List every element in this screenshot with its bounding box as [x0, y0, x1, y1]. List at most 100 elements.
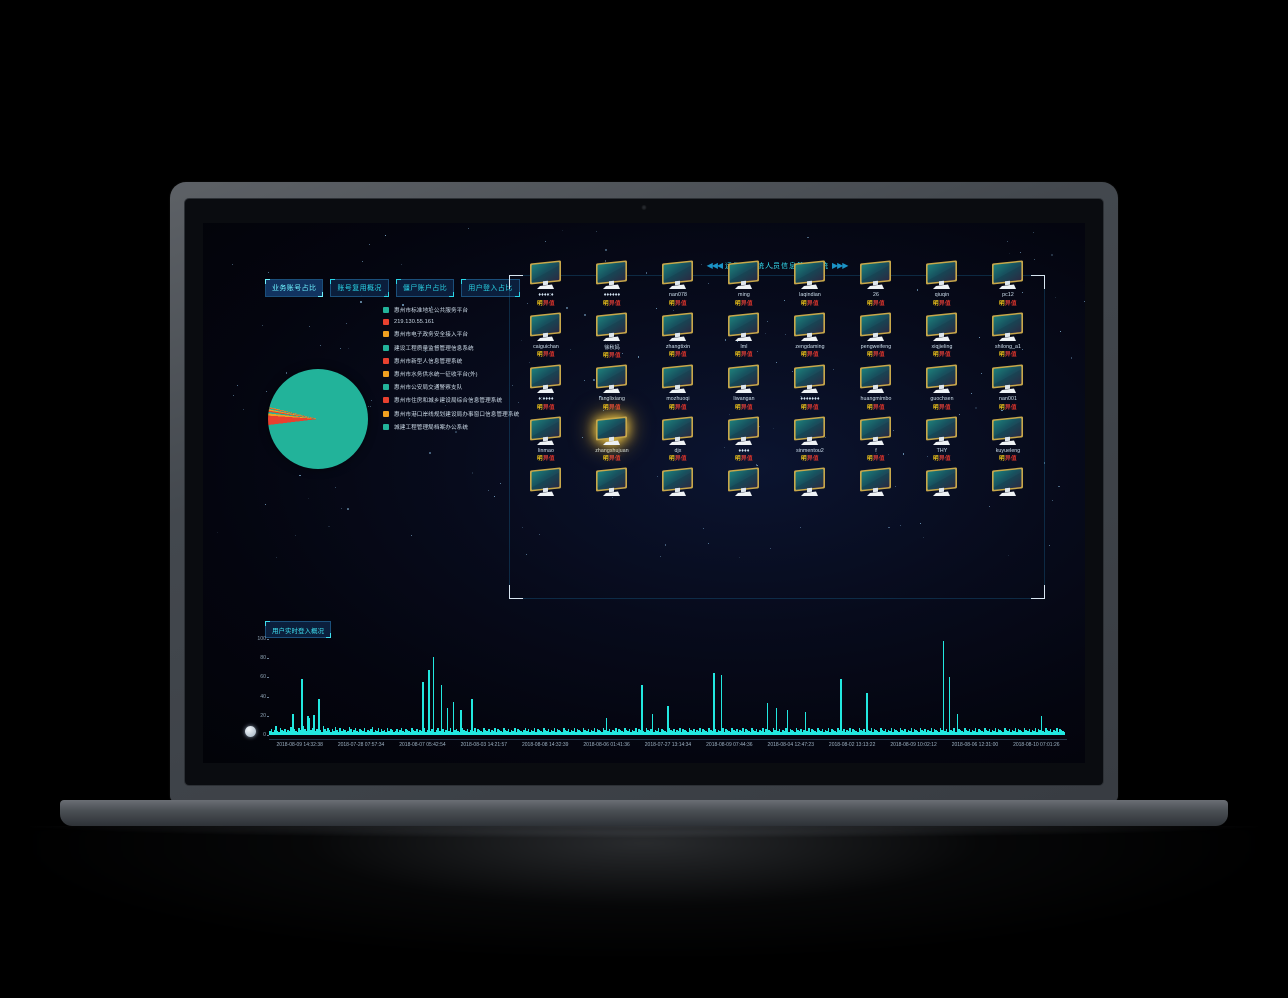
- login-bar: [991, 730, 994, 735]
- login-bar: [1054, 731, 1057, 735]
- login-bar: [668, 728, 671, 735]
- pie-legend[interactable]: 惠州市标准地址公共服务平台 219.130.55.161 惠州市电子政务安全接入平台…: [383, 306, 519, 431]
- monitor-cell[interactable]: zengdaming 明异值: [777, 309, 843, 360]
- login-bar: [886, 732, 888, 735]
- monitor-cell[interactable]: pc12 明异值: [975, 257, 1041, 307]
- legend-item[interactable]: 惠州市港口岸线规划建设局办事窗口信息管理系统: [383, 410, 519, 418]
- login-bar: [798, 731, 801, 735]
- login-bar: [356, 731, 358, 735]
- monitor-cell[interactable]: ♦:♦♦♦♦ 明异值: [513, 361, 579, 411]
- legend-item[interactable]: 惠州市标准地址公共服务平台: [383, 306, 519, 314]
- login-bar: [875, 730, 877, 735]
- monitor-cell[interactable]: ♦♦♦♦:♦ 明异值: [513, 257, 579, 307]
- login-bar: [311, 728, 314, 735]
- monitor-cell[interactable]: [645, 464, 711, 500]
- monitor-cell[interactable]: pengweifeng 明异值: [843, 309, 909, 360]
- monitor-cell[interactable]: 徐秋妈 明异值: [579, 309, 645, 359]
- legend-item[interactable]: 惠州市新型人信息管理系统: [383, 357, 519, 365]
- monitor-cell[interactable]: qiuqin 明异值: [909, 257, 975, 307]
- monitor-cell[interactable]: nan001 明异值: [975, 361, 1041, 411]
- monitor-cell[interactable]: kuyueleng 明异值: [975, 413, 1041, 462]
- legend-item[interactable]: 惠州市水务供水统一征收平台(外): [383, 370, 519, 378]
- monitor-cell[interactable]: zhangshujuan 明异值: [579, 413, 645, 462]
- login-bar: [1059, 729, 1061, 735]
- login-bar: [947, 732, 949, 735]
- monitor-cell[interactable]: fanglixiang 明异值: [579, 361, 645, 411]
- login-bar: [1004, 728, 1006, 735]
- login-bar: [1007, 731, 1009, 735]
- login-bar: [461, 728, 464, 735]
- login-bar: [719, 731, 721, 735]
- monitor-cell[interactable]: [843, 464, 909, 500]
- monitor-cell[interactable]: ♦♦♦♦♦♦♦ 明异值: [777, 361, 843, 411]
- monitor-cell[interactable]: [513, 464, 579, 500]
- monitor-cell[interactable]: [711, 464, 777, 500]
- monitor-cell[interactable]: f 明异值: [843, 413, 909, 462]
- tab-4[interactable]: 用户登入占比: [461, 279, 521, 297]
- status-char: 明: [999, 456, 1005, 462]
- login-bar: [729, 732, 732, 735]
- monitor-cell[interactable]: sinmentou2 明异值: [777, 413, 843, 462]
- monitor-cell[interactable]: linmao 明异值: [513, 413, 579, 462]
- monitor-status: 明异值: [537, 299, 555, 307]
- login-bar: [708, 728, 710, 735]
- login-bar: [1033, 731, 1035, 735]
- login-bar: [471, 698, 473, 735]
- legend-item[interactable]: 建设工程质量监督管理信息系统: [383, 344, 519, 352]
- monitor-cell[interactable]: guochsen 明异值: [909, 361, 975, 411]
- monitor-cell[interactable]: lml 明异值: [711, 309, 777, 360]
- monitor-cell[interactable]: [777, 464, 843, 500]
- monitors-grid[interactable]: ♦♦♦♦:♦ 明异值 ♦♦♦♦♦♦ 明异值 nan078 明异值 ming 明异值 laqind…: [513, 257, 1041, 500]
- monitor-cell[interactable]: shilong_a1 明异值: [975, 309, 1041, 360]
- login-bar: [844, 732, 847, 735]
- monitor-cell[interactable]: laqindian 明异值: [777, 257, 843, 307]
- monitor-cell[interactable]: [975, 464, 1041, 500]
- login-bar: [1039, 730, 1041, 735]
- legend-item[interactable]: 219.130.55.161: [383, 319, 519, 326]
- laptop-foot: [30, 826, 1258, 838]
- login-bar: [977, 729, 980, 735]
- legend-item[interactable]: 惠州市住房和城乡建设局综合信息管理系统: [383, 396, 519, 404]
- monitor-cell[interactable]: mozhuoqi 明异值: [645, 361, 711, 411]
- arrow-left-icon[interactable]: ◀◀◀: [706, 261, 724, 270]
- login-bar: [279, 728, 282, 735]
- tab-1[interactable]: 业务账号占比: [265, 279, 324, 297]
- monitor-cell[interactable]: ♦♦♦♦♦♦ 明异值: [579, 257, 645, 307]
- login-bar: [388, 731, 390, 735]
- tab-2[interactable]: 账号复用概况: [330, 279, 390, 297]
- arrow-right-icon[interactable]: ▶▶▶: [831, 261, 849, 270]
- monitor-username: shilong_a1: [994, 343, 1022, 350]
- pie-chart[interactable]: [268, 369, 368, 469]
- login-bar: [544, 730, 547, 735]
- monitor-cell[interactable]: caiguichan 明异值: [513, 309, 579, 360]
- monitor-cell[interactable]: [579, 464, 645, 500]
- monitor-cell[interactable]: ming 明异值: [711, 257, 777, 307]
- monitor-cell[interactable]: nan078 明异值: [645, 257, 711, 307]
- legend-item[interactable]: 惠州市电子政务安全接入平台: [383, 330, 519, 338]
- login-bar: [437, 728, 439, 735]
- monitor-cell[interactable]: [909, 464, 975, 500]
- monitor-cell[interactable]: zhangtixin 明异值: [645, 309, 711, 360]
- monitor-cell[interactable]: djx 明异值: [645, 413, 711, 462]
- status-char: 明: [537, 456, 543, 462]
- monitor-cell[interactable]: 26 明异值: [843, 257, 909, 307]
- login-bar: [581, 732, 583, 735]
- monitor-cell[interactable]: huangmimbo 明异值: [843, 361, 909, 411]
- monitor-username: laqindian: [799, 292, 821, 298]
- legend-item[interactable]: 惠州市公安局交通警察支队: [383, 383, 519, 391]
- tab-bar[interactable]: 业务账号占比 账号复用概况 僵尸账户占比 用户登入占比: [265, 279, 521, 297]
- x-axis-tick: 2018-08-02 13:13:22: [828, 742, 876, 748]
- login-bar: [563, 728, 565, 735]
- legend-item[interactable]: 城建工程管理局档案办公系统: [383, 423, 519, 431]
- status-char: 明: [801, 300, 807, 307]
- monitor-cell[interactable]: ♦♦♦♦ 明异值: [711, 413, 777, 462]
- login-bar: [752, 730, 755, 735]
- monitor-status: 明异值: [801, 350, 819, 358]
- login-bar: [725, 729, 727, 735]
- monitor-icon: [922, 259, 962, 291]
- monitor-cell[interactable]: THY 明异值: [909, 413, 975, 462]
- tab-3[interactable]: 僵尸账户占比: [395, 279, 455, 297]
- monitor-cell[interactable]: xiqjieling 明异值: [909, 309, 975, 360]
- monitor-cell[interactable]: liwangan 明异值: [711, 361, 777, 411]
- timeline-scrubber-handle[interactable]: [245, 726, 256, 737]
